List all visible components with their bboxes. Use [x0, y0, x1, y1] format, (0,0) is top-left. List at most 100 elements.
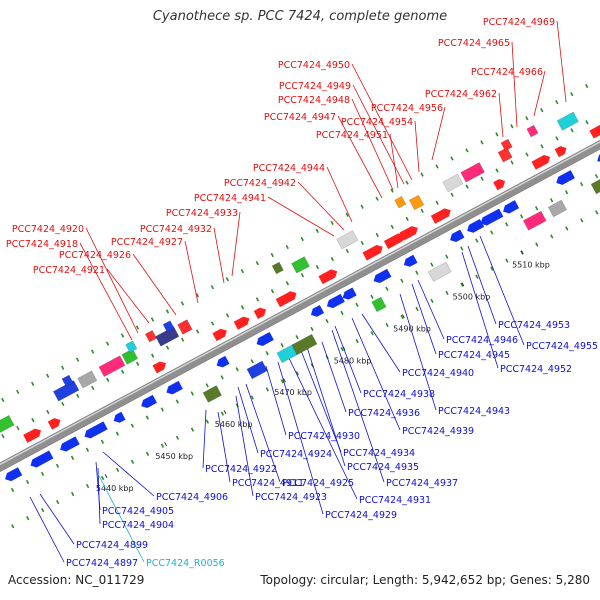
- reverse-gene-arrow: [342, 287, 357, 300]
- rna-gene-label: PCC7424_R0056: [146, 558, 225, 569]
- forward-gene-label-leader: [498, 92, 504, 138]
- backbone-highlight: [0, 141, 600, 466]
- track-tick: [525, 116, 529, 121]
- track-tick: [46, 409, 50, 415]
- track-tick: [160, 443, 165, 448]
- reverse-gene-label: PCC7424_4945: [438, 350, 510, 361]
- reverse-gene-label-leader: [321, 341, 347, 413]
- reverse-gene-label-leader: [399, 293, 437, 411]
- forward-gene-feature: [394, 195, 407, 209]
- forward-gene-label-leader: [297, 181, 345, 231]
- track-tick: [265, 387, 269, 392]
- forward-gene-arrow: [531, 155, 551, 170]
- track-tick: [11, 524, 15, 529]
- forward-gene-feature: [460, 162, 485, 183]
- reverse-gene-feature: [547, 199, 567, 218]
- reverse-gene-arrow: [326, 293, 345, 309]
- forward-gene-label: PCC7424_4949: [279, 81, 351, 92]
- track-tick: [415, 270, 419, 275]
- forward-gene-label: PCC7424_4932: [140, 224, 212, 235]
- track-tick: [430, 262, 434, 267]
- forward-gene-feature: [556, 111, 579, 131]
- track-tick: [60, 365, 65, 370]
- track-tick: [100, 439, 105, 444]
- track-tick: [445, 290, 449, 295]
- track-tick: [250, 395, 254, 400]
- track-tick: [405, 180, 409, 185]
- reverse-gene-label: PCC7424_4938: [363, 389, 435, 400]
- reverse-gene-arrow: [503, 200, 520, 214]
- track-tick: [295, 334, 299, 340]
- track-tick: [300, 236, 304, 242]
- forward-gene-feature: [177, 319, 193, 335]
- reverse-gene-label-leader: [331, 329, 385, 483]
- track-tick: [385, 286, 389, 291]
- reverse-gene-label-leader: [235, 395, 254, 497]
- track-tick: [595, 210, 599, 215]
- reverse-gene-label: PCC7424_4923: [255, 492, 327, 503]
- reverse-gene-label: PCC7424_4924: [260, 449, 332, 460]
- forward-gene-feature: [52, 380, 80, 402]
- forward-gene-arrow: [47, 418, 61, 430]
- reverse-gene-label-leader: [29, 496, 65, 563]
- track-tick: [405, 216, 409, 221]
- track-tick: [160, 407, 164, 412]
- reverse-gene-label-leader: [411, 283, 437, 355]
- track-tick: [325, 318, 329, 324]
- forward-gene-label-leader: [326, 166, 353, 223]
- forward-gene-feature: [526, 124, 539, 138]
- scale-label: 5470 kbp: [274, 388, 312, 397]
- forward-gene-label: PCC7424_4920: [12, 224, 84, 235]
- reverse-gene-label: PCC7424_4911: [232, 478, 304, 489]
- forward-gene-feature: [155, 326, 180, 347]
- track-tick: [210, 321, 215, 326]
- forward-gene-label-leader: [337, 115, 383, 199]
- reverse-gene-label-leader: [351, 317, 401, 431]
- track-tick: [540, 108, 544, 113]
- reverse-gene-arrow: [467, 218, 485, 233]
- track-tick: [549, 198, 554, 203]
- reverse-gene-label-leader: [361, 313, 401, 373]
- track-tick: [370, 330, 374, 336]
- forward-gene-label-leader: [132, 253, 177, 316]
- track-tick: [240, 305, 245, 310]
- track-tick: [585, 120, 589, 125]
- forward-gene-feature: [0, 415, 15, 436]
- forward-gene-label-leader: [431, 106, 446, 161]
- reverse-gene-arrow: [216, 355, 230, 368]
- reverse-gene-label-leader: [479, 235, 525, 346]
- forward-gene-feature: [98, 355, 126, 377]
- accession-text: Accession: NC_011729: [8, 573, 145, 587]
- track-tick: [570, 91, 574, 97]
- forward-gene-feature: [162, 320, 175, 333]
- track-tick: [450, 192, 454, 197]
- forward-gene-label-leader: [184, 240, 199, 304]
- track-tick: [175, 435, 180, 440]
- track-tick: [225, 313, 230, 318]
- forward-gene-feature: [125, 340, 138, 353]
- forward-gene-arrow: [233, 316, 250, 330]
- forward-gene-label-leader: [533, 70, 546, 117]
- track-tick: [490, 266, 494, 271]
- track-tick: [585, 83, 589, 89]
- reverse-gene-label: PCC7424_4946: [446, 335, 518, 346]
- reverse-gene-label-leader: [417, 279, 445, 340]
- track-tick: [540, 144, 544, 149]
- forward-gene-label-leader: [85, 227, 139, 334]
- forward-gene-arrow: [23, 428, 42, 443]
- forward-gene-arrow: [318, 269, 338, 285]
- track-tick: [46, 373, 50, 378]
- track-tick: [85, 447, 90, 452]
- reverse-gene-label: PCC7424_4906: [156, 492, 228, 503]
- track-tick: [435, 164, 439, 169]
- forward-gene-label: PCC7424_4965: [438, 38, 510, 49]
- track-tick: [295, 371, 299, 376]
- scale-label: 5500 kbp: [453, 292, 491, 301]
- track-tick: [465, 184, 469, 189]
- track-tick: [460, 282, 464, 287]
- track-tick: [435, 200, 439, 205]
- reverse-gene-label-leader: [305, 343, 346, 467]
- track-tick: [145, 415, 149, 420]
- track-tick: [555, 99, 559, 105]
- track-tick: [535, 206, 539, 211]
